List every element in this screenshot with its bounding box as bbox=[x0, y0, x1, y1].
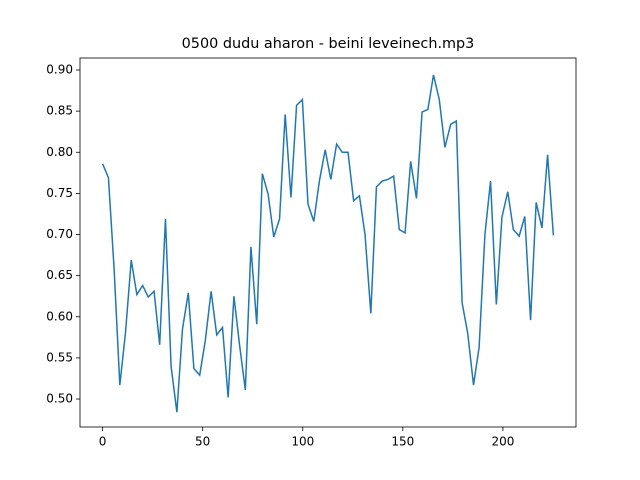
x-tick-label: 50 bbox=[195, 435, 210, 449]
data-line bbox=[101, 74, 555, 413]
y-tick-label: 0.55 bbox=[46, 350, 73, 364]
y-tick-label: 0.80 bbox=[46, 145, 73, 159]
y-tick-label: 0.90 bbox=[46, 63, 73, 77]
chart-title: 0500 dudu aharon - beini leveinech.mp3 bbox=[182, 36, 475, 52]
y-tick-label: 0.70 bbox=[46, 227, 73, 241]
x-tick-label: 0 bbox=[99, 435, 107, 449]
y-tick-label: 0.85 bbox=[46, 104, 73, 118]
x-tick-label: 200 bbox=[491, 435, 514, 449]
plot-frame bbox=[79, 57, 577, 428]
y-tick-label: 0.75 bbox=[46, 186, 73, 200]
x-tick-label: 100 bbox=[291, 435, 314, 449]
x-tick-label: 150 bbox=[391, 435, 414, 449]
y-tick-label: 0.60 bbox=[46, 309, 73, 323]
y-tick-label: 0.50 bbox=[46, 392, 73, 406]
y-tick-label: 0.65 bbox=[46, 268, 73, 282]
